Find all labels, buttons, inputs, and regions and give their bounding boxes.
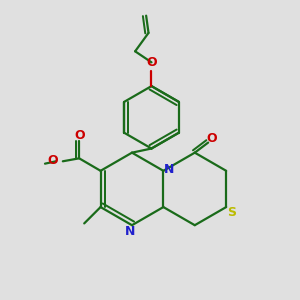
- Text: O: O: [74, 129, 85, 142]
- Text: O: O: [48, 154, 58, 167]
- Text: N: N: [164, 163, 174, 176]
- Text: O: O: [146, 56, 157, 69]
- Text: S: S: [227, 206, 236, 219]
- Text: N: N: [125, 225, 136, 238]
- Text: O: O: [206, 132, 217, 145]
